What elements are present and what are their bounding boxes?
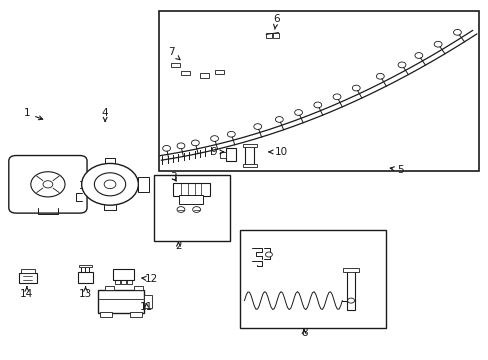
Bar [98,290,144,313]
Circle shape [352,85,360,91]
Bar [134,286,143,290]
Bar [100,312,112,317]
Bar [343,268,358,272]
Text: 10: 10 [268,147,287,157]
Circle shape [414,53,422,58]
Circle shape [275,117,283,122]
FancyBboxPatch shape [9,156,87,213]
Text: 9: 9 [210,147,223,157]
Text: 11: 11 [140,302,153,312]
Bar [245,145,254,165]
Bar [225,148,235,161]
Circle shape [43,181,53,188]
Circle shape [177,207,184,212]
Circle shape [376,73,384,79]
Bar [138,177,149,192]
Bar [242,164,257,167]
Circle shape [94,173,125,196]
Bar [272,33,278,38]
Bar [179,195,203,204]
Bar [171,63,180,67]
Circle shape [265,252,272,257]
Circle shape [397,62,405,68]
Text: 13: 13 [79,287,92,300]
Bar [215,70,224,74]
Bar [21,269,35,273]
Circle shape [347,298,354,303]
Text: 2: 2 [175,240,182,251]
Bar [105,286,114,290]
Circle shape [313,102,321,108]
Bar [19,273,37,283]
Circle shape [192,207,200,212]
Bar [346,270,354,310]
Bar [200,73,209,78]
Bar [181,71,189,75]
Circle shape [332,94,340,100]
Circle shape [104,180,116,189]
Bar [154,175,229,241]
Bar [79,265,92,267]
Text: 14: 14 [20,287,34,300]
Circle shape [433,41,441,47]
Circle shape [253,124,261,130]
Bar [173,183,209,196]
Text: 6: 6 [272,14,279,29]
Circle shape [452,30,460,35]
Bar [78,272,93,283]
Circle shape [163,145,170,151]
Circle shape [210,136,218,141]
Text: 1: 1 [23,108,42,120]
Bar [239,230,386,328]
Text: 3: 3 [170,172,177,182]
Bar [242,144,257,147]
Bar [220,152,225,158]
Text: 7: 7 [167,47,180,60]
Text: 4: 4 [102,108,108,121]
Bar [265,33,271,38]
Circle shape [294,109,302,115]
Circle shape [31,172,65,197]
Text: 5: 5 [389,165,404,175]
Bar [113,269,134,280]
Bar [129,312,142,317]
Bar [159,11,478,171]
Circle shape [81,163,138,205]
Bar [144,295,151,308]
Text: 8: 8 [300,328,307,338]
Circle shape [177,143,184,149]
Circle shape [191,140,199,146]
Text: 12: 12 [142,274,158,284]
Circle shape [227,131,235,137]
